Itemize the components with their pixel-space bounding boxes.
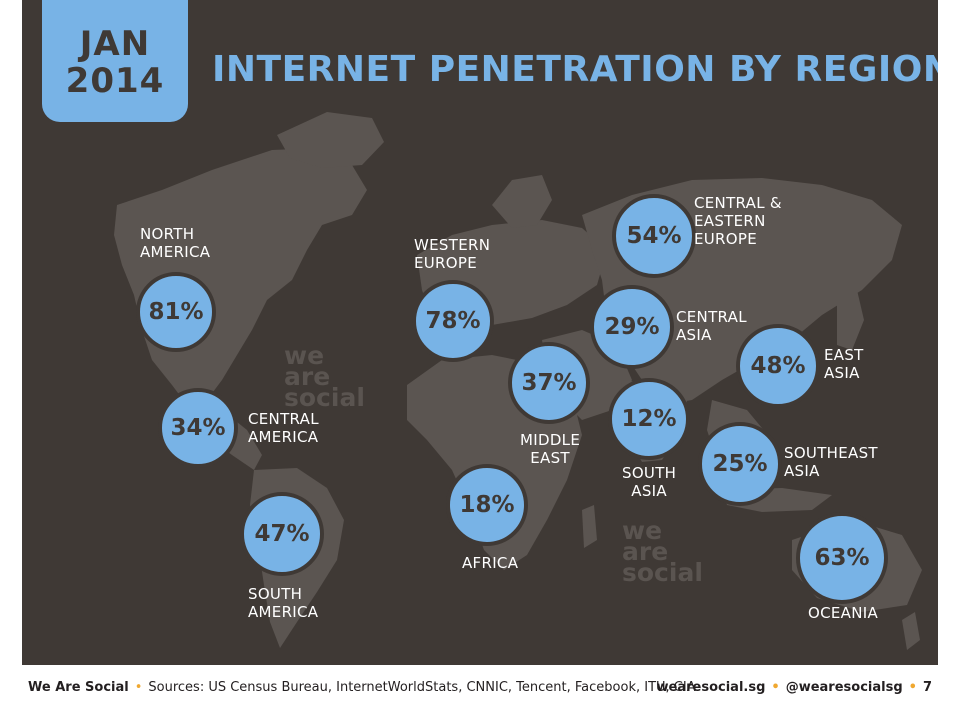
region-label-line: EUROPE: [694, 230, 758, 248]
region-label-south-asia: SOUTH ASIA: [622, 464, 676, 500]
region-label-line: WESTERN: [414, 236, 491, 254]
region-label-line: EUROPE: [414, 254, 478, 272]
region-label-southeast-asia: SOUTHEAST ASIA: [784, 444, 878, 480]
region-label-line: SOUTH: [248, 585, 303, 603]
penetration-value: 37%: [521, 370, 577, 396]
region-label-africa: AFRICA: [462, 554, 518, 572]
footer-sources: We Are Social • Sources: US Census Bureau,…: [28, 680, 696, 695]
footer-brand: We Are Social: [28, 680, 129, 695]
bubble-southeast-asia: 25%: [698, 422, 782, 506]
footer-sources-text: Sources: US Census Bureau, InternetWorld…: [148, 680, 696, 695]
region-label-line: OCEANIA: [808, 604, 879, 622]
footer-bullet: •: [134, 680, 143, 695]
bubble-south-asia: 12%: [608, 378, 690, 460]
bubble-central-america: 34%: [158, 388, 238, 468]
watermark-we-are-social-1: we are social: [284, 341, 365, 412]
region-label-line: SOUTH: [622, 464, 677, 482]
region-label-central-asia: CENTRAL ASIA: [676, 308, 747, 344]
penetration-value: 48%: [750, 353, 806, 379]
region-label-line: SOUTHEAST: [784, 444, 878, 462]
region-label-line: AFRICA: [462, 554, 519, 572]
region-label-line: ASIA: [824, 364, 860, 382]
region-label-western-europe: WESTERN EUROPE: [414, 236, 490, 272]
penetration-value: 63%: [814, 545, 870, 571]
penetration-value: 34%: [170, 415, 226, 441]
region-label-line: EAST: [530, 449, 570, 467]
landmass-greenland: [277, 112, 384, 168]
bubble-south-america: 47%: [240, 492, 324, 576]
landmass-madagascar: [582, 505, 597, 548]
landmass-japan: [837, 290, 864, 350]
region-label-east-asia: EAST ASIA: [824, 346, 864, 382]
slide: we are social we are social JAN 2014 INT…: [22, 0, 938, 665]
date-year: 2014: [65, 61, 165, 101]
region-label-central-eastern-europe: CENTRAL & EASTERN EUROPE: [694, 194, 782, 248]
bubble-oceania: 63%: [796, 512, 888, 604]
penetration-value: 78%: [425, 308, 481, 334]
penetration-value: 25%: [712, 451, 768, 477]
footer-bullet: •: [908, 680, 917, 695]
bubble-africa: 18%: [446, 464, 528, 546]
region-label-line: AMERICA: [248, 428, 319, 446]
footer: We Are Social • Sources: US Census Bureau,…: [0, 665, 960, 718]
region-label-line: AMERICA: [140, 243, 211, 261]
footer-bullet: •: [771, 680, 780, 695]
footer-links: wearesocial.sg • @wearesocialsg • 7: [657, 680, 932, 695]
region-label-line: ASIA: [676, 326, 712, 344]
bubble-middle-east: 37%: [508, 342, 590, 424]
page-number: 7: [922, 680, 932, 695]
region-label-line: ASIA: [784, 462, 820, 480]
watermark-line: we: [622, 516, 663, 545]
penetration-value: 81%: [148, 299, 204, 325]
bubble-western-europe: 78%: [412, 280, 494, 362]
region-label-line: CENTRAL: [676, 308, 747, 326]
page-title: INTERNET PENETRATION BY REGION: [212, 49, 938, 90]
penetration-value: 18%: [459, 492, 515, 518]
region-label-line: CENTRAL &: [694, 194, 782, 212]
landmass-new-zealand: [902, 612, 920, 650]
region-label-oceania: OCEANIA: [808, 604, 878, 622]
watermark-line: we: [284, 341, 325, 370]
penetration-value: 47%: [254, 521, 310, 547]
region-label-line: MIDDLE: [520, 431, 581, 449]
date-tab: JAN 2014: [42, 0, 188, 122]
region-label-line: AMERICA: [248, 603, 319, 621]
region-label-middle-east: MIDDLE EAST: [520, 431, 580, 467]
bubble-central-asia: 29%: [590, 285, 674, 369]
watermark-line: social: [284, 383, 365, 412]
footer-handle-link[interactable]: @wearesocialsg: [785, 680, 903, 695]
region-label-line: EAST: [824, 346, 864, 364]
date-month: JAN: [79, 24, 151, 64]
watermark-line: are: [284, 362, 331, 391]
region-label-central-america: CENTRAL AMERICA: [248, 410, 319, 446]
bubble-east-asia: 48%: [736, 324, 820, 408]
region-label-north-america: NORTH AMERICA: [140, 225, 210, 261]
region-label-line: ASIA: [631, 482, 667, 500]
penetration-value: 29%: [604, 314, 660, 340]
region-label-south-america: SOUTH AMERICA: [248, 585, 318, 621]
bubble-north-america: 81%: [136, 272, 216, 352]
bubble-central-eastern-europe: 54%: [612, 194, 696, 278]
footer-site-link[interactable]: wearesocial.sg: [656, 680, 766, 695]
watermark-line: social: [622, 558, 703, 587]
watermark-we-are-social-2: we are social: [622, 516, 703, 587]
region-label-line: NORTH: [140, 225, 195, 243]
watermark-line: are: [622, 537, 669, 566]
landmass-scandinavia: [492, 175, 552, 228]
region-label-line: CENTRAL: [248, 410, 319, 428]
penetration-value: 12%: [621, 406, 677, 432]
region-label-line: EASTERN: [694, 212, 766, 230]
penetration-value: 54%: [626, 223, 682, 249]
